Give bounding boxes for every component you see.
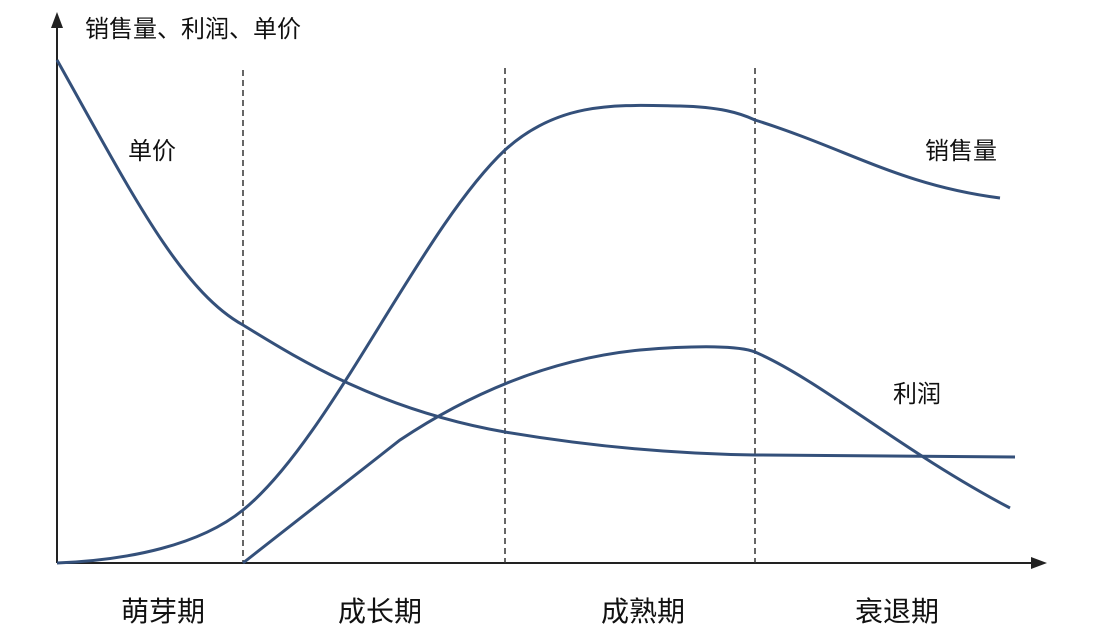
y-axis-arrow: [51, 12, 63, 28]
sales-curve: [56, 103, 1001, 565]
x-axis-arrow: [1031, 557, 1047, 569]
price-curve: [55, 59, 1016, 459]
curve-label: 销售量: [925, 137, 997, 165]
axis-label: 销售量、利润、单价: [85, 15, 301, 43]
phase-label: 成长期: [338, 595, 422, 628]
phase-label: 衰退期: [855, 595, 939, 628]
curve-label: 利润: [893, 380, 941, 408]
curve-label: 单价: [128, 137, 176, 165]
phase-label: 萌芽期: [121, 595, 205, 628]
phase-label: 成熟期: [601, 595, 685, 628]
profit-curve: [242, 345, 1011, 565]
